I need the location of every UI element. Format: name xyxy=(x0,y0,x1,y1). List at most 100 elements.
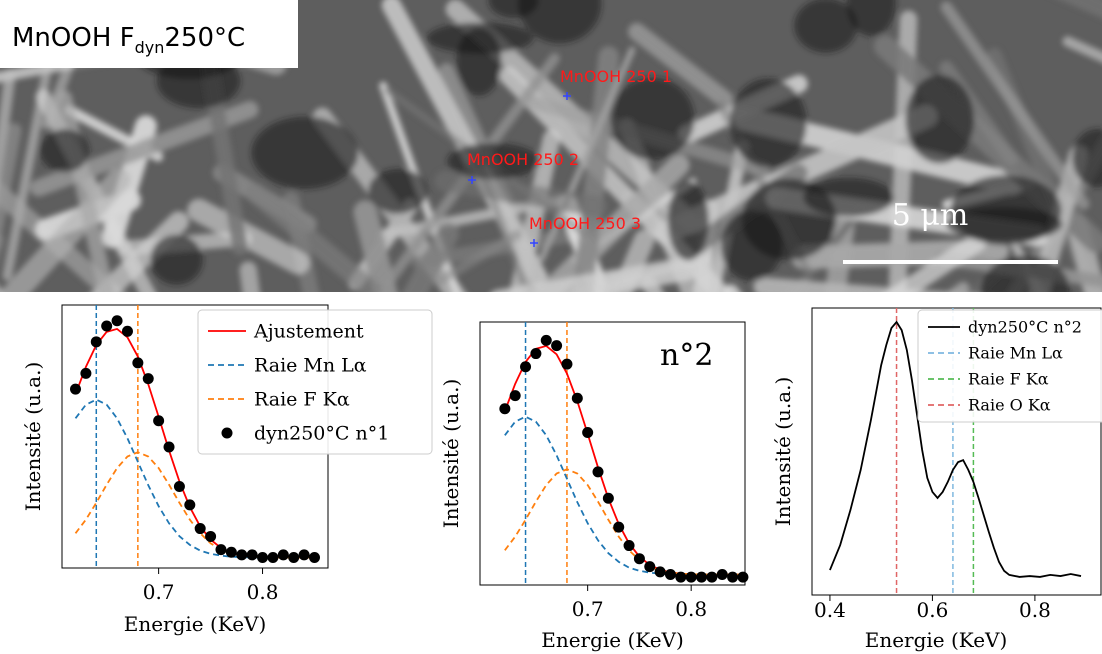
data-point xyxy=(163,441,175,453)
data-point xyxy=(685,571,697,583)
data-point xyxy=(623,540,635,552)
series-line xyxy=(503,344,743,576)
legend-label: Raie O Kα xyxy=(968,396,1051,415)
shadow xyxy=(368,168,428,214)
data-point xyxy=(654,566,666,578)
data-point xyxy=(194,523,206,535)
legend-label: Raie F Kα xyxy=(968,370,1049,389)
data-point xyxy=(633,553,645,565)
data-point xyxy=(499,403,511,415)
shadow xyxy=(667,180,709,261)
point-marker xyxy=(563,92,571,100)
data-point xyxy=(70,383,82,395)
shadow xyxy=(729,78,807,168)
series-line xyxy=(504,468,743,576)
point-marker xyxy=(468,176,476,184)
legend-label: Raie Mn Lα xyxy=(254,355,367,377)
fiber xyxy=(434,170,609,218)
fiber xyxy=(538,46,636,262)
data-point xyxy=(551,340,563,352)
data-point xyxy=(727,571,739,583)
legend-marker xyxy=(221,427,233,439)
fiber xyxy=(533,298,715,342)
fiber xyxy=(1066,213,1102,292)
data-point xyxy=(215,544,227,556)
fibers xyxy=(0,0,1102,342)
x-tick-label: 0.7 xyxy=(143,580,175,604)
fiber xyxy=(434,229,522,287)
data-point xyxy=(675,571,687,583)
data-point xyxy=(582,426,594,438)
title-subscript: dyn xyxy=(135,38,165,57)
legend-label: dyn250°C n°1 xyxy=(254,423,389,445)
y-axis-label: Intensité (u.a.) xyxy=(439,379,463,529)
data-point xyxy=(153,415,165,427)
shadow xyxy=(150,234,203,285)
data-point xyxy=(288,551,300,563)
data-point xyxy=(111,315,123,327)
y-axis-label: Intensité (u.a.) xyxy=(771,377,795,527)
data-point xyxy=(561,358,573,370)
title-main: MnOOH F xyxy=(12,23,135,53)
data-point xyxy=(520,361,532,373)
fiber xyxy=(353,200,398,292)
point-label: MnOOH 250 1 xyxy=(560,67,672,86)
legend-label: dyn250°C n°2 xyxy=(968,318,1082,337)
shadow xyxy=(610,77,695,161)
chart: 0.7 0.8 Energie (KeV) Intensité (u.a.) Ajust… xyxy=(21,304,433,636)
image-title: MnOOH Fdyn250°C xyxy=(12,23,245,57)
x-tick-label: 0.8 xyxy=(247,580,279,604)
legend-label: Ajustement xyxy=(253,321,364,343)
fiber xyxy=(934,251,1102,288)
fiber xyxy=(940,1,1090,210)
fiber xyxy=(91,211,189,292)
legend-box xyxy=(197,309,433,455)
data-point xyxy=(205,530,217,542)
x-tick-label: 0.8 xyxy=(1019,598,1051,622)
data-point xyxy=(664,568,676,580)
shadow xyxy=(1072,128,1102,188)
fiber xyxy=(0,181,125,292)
fiber xyxy=(1062,36,1102,63)
fiber xyxy=(885,233,986,292)
fiber xyxy=(0,70,16,194)
x-tick-label: 0.8 xyxy=(675,597,707,621)
fiber xyxy=(628,22,734,108)
data-point xyxy=(90,336,102,348)
shadow xyxy=(447,143,540,180)
fiber xyxy=(245,183,382,292)
data-point xyxy=(132,357,144,369)
legend-label: Raie Mn Lα xyxy=(968,344,1063,363)
data-point xyxy=(298,549,310,561)
x-axis-label: Energie (KeV) xyxy=(541,628,684,652)
series-line xyxy=(829,320,1082,578)
x-tick-label: 0.4 xyxy=(814,598,846,622)
shadow xyxy=(39,129,90,173)
fiber xyxy=(753,277,949,292)
data-point xyxy=(592,466,604,478)
legend-box xyxy=(917,309,1102,423)
title-suffix: 250°C xyxy=(164,23,245,53)
data-point xyxy=(121,325,133,337)
shadow xyxy=(426,22,534,54)
data-point xyxy=(246,549,258,561)
fiber xyxy=(967,265,1004,292)
data-point xyxy=(571,392,583,404)
fiber xyxy=(492,255,709,292)
shadow xyxy=(741,178,837,260)
shadow xyxy=(518,0,602,44)
data-point xyxy=(540,334,552,346)
shadow xyxy=(905,74,975,164)
point-markers xyxy=(468,92,571,247)
charts: 0.7 0.8 Energie (KeV) Intensité (u.a.) Ajust… xyxy=(21,304,1102,652)
chart: 0.4 0.6 0.8 Energie (KeV) Intensité (u.a.) dy… xyxy=(771,307,1102,652)
x-tick-label: 0.6 xyxy=(917,598,949,622)
chart: 0.7 0.8 Energie (KeV) Intensité (u.a.) n°2 xyxy=(439,321,749,652)
fiber xyxy=(402,222,460,292)
y-axis-label: Intensité (u.a.) xyxy=(21,362,45,512)
fiber xyxy=(187,198,310,275)
data-point xyxy=(737,571,749,583)
data-point xyxy=(706,571,718,583)
